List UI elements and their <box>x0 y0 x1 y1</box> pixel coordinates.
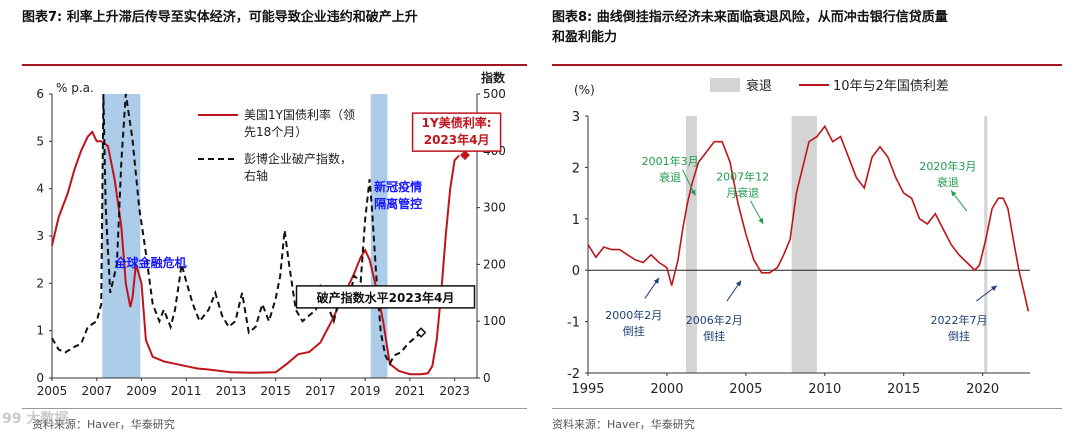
y-axis-label: (%) <box>574 83 595 97</box>
legend-label-recession: 衰退 <box>746 78 772 94</box>
arrow-2020-head <box>951 190 957 197</box>
right-title-rule <box>552 64 1062 66</box>
annotation-rate-1: 1Y美债利率: <box>422 115 492 130</box>
right-chart-title: 图表8: 曲线倒挂指示经济未来面临衰退风险，从而冲击银行信贷质量 和盈利能力 <box>552 8 948 48</box>
left-source: 资料来源：Haver，华泰研究 <box>32 418 175 431</box>
bankruptcy-end-marker <box>415 327 427 338</box>
watermark: 99 大数据 <box>2 411 69 427</box>
annotation-gfc: 全球金融危机 <box>114 255 187 270</box>
left-ytick-label: 4 <box>36 182 44 196</box>
xtick-label: 2011 <box>171 384 202 398</box>
arrow-2022-inversion-head <box>990 285 997 291</box>
right-title-line1: 图表8: 曲线倒挂指示经济未来面临衰退风险，从而冲击银行信贷质量 <box>552 10 948 25</box>
left-source-rule <box>22 408 527 409</box>
xtick-label: 2013 <box>216 384 247 398</box>
right-ytick-label: 0 <box>483 371 491 385</box>
legend-label-rate-1: 美国1Y国债利率（领 <box>244 107 355 122</box>
annotation-bankruptcy-box <box>295 285 476 309</box>
legend-label-bankruptcy-1: 彭博企业破产指数， <box>244 151 352 166</box>
left-ytick-label: 2 <box>36 276 44 290</box>
right-ytick-label: 300 <box>483 201 506 215</box>
annotation-1-line1: 2007年12 <box>716 169 769 183</box>
right-chart: 衰退 10年与2年国债利差 (%) -2 -1 0 1 2 3 1995 2000 2005 2010 2… <box>567 78 1030 397</box>
annotation-covid-2: 隔离管控 <box>374 196 422 211</box>
left-chart-title: 图表7: 利率上升滞后传导至实体经济，可能导致企业违约和破产上升 <box>22 10 418 25</box>
right-axis-label: 指数 <box>481 70 506 85</box>
xtick-label: 2015 <box>887 382 920 397</box>
xtick-label: 2021 <box>395 384 426 398</box>
ytick-label: 1 <box>572 213 580 228</box>
annotation-3-line2: 倒挂 <box>623 324 645 338</box>
rate-end-marker <box>460 150 470 161</box>
left-ytick-label: 1 <box>36 324 44 338</box>
arrow-2006-inversion-head <box>735 280 742 287</box>
annotation-4-line1: 2006年2月 <box>686 313 743 327</box>
annotation-2-line2: 衰退 <box>937 175 959 189</box>
annotation-rate-box <box>411 112 502 152</box>
xtick-label: 2010 <box>808 382 841 397</box>
right-ytick-label: 500 <box>483 87 506 101</box>
xtick-label: 2005 <box>37 384 68 398</box>
ytick-label: 2 <box>572 161 580 176</box>
right-source-rule <box>552 408 1062 409</box>
ytick-label: -2 <box>567 367 580 382</box>
xtick-label: 2015 <box>260 384 291 398</box>
legend-label-spread: 10年与2年国债利差 <box>833 79 949 94</box>
annotation-covid-1: 新冠疫情 <box>374 179 422 194</box>
series-line-1 <box>51 93 422 366</box>
arrow-2000-inversion-head <box>653 277 660 284</box>
spread-line <box>587 124 1030 312</box>
xtick-label: 2000 <box>650 382 683 397</box>
right-title-line2: 和盈利能力 <box>552 30 618 45</box>
annotation-4-line2: 倒挂 <box>703 329 725 343</box>
annotation-0-line2: 衰退 <box>659 170 681 184</box>
annotation-5-line2: 倒挂 <box>948 329 970 343</box>
annotation-0-line1: 2001年3月 <box>642 154 699 168</box>
left-ytick-label: 6 <box>36 87 44 101</box>
annotation-1-line2: 月衰退 <box>726 185 759 199</box>
right-source: 资料来源：Haver，华泰研究 <box>552 418 695 431</box>
right-ytick-label: 100 <box>483 314 506 328</box>
legend-label-bankruptcy-2: 右轴 <box>244 168 268 183</box>
annotation-rate-2: 2023年4月 <box>424 132 490 147</box>
ytick-label: 3 <box>572 110 580 125</box>
xtick-label: 2020 <box>966 382 999 397</box>
left-chart: % p.a.指数01234560100200300400500200520072… <box>36 70 506 398</box>
annotation-3-line1: 2000年2月 <box>605 308 662 322</box>
arrow-2007-head <box>758 217 764 224</box>
annotation-bankruptcy: 破产指数水平2023年4月 <box>317 290 455 305</box>
legend-label-rate-2: 先18个月） <box>244 125 307 139</box>
xtick-label: 2007 <box>81 384 112 398</box>
annotation-2-line1: 2020年3月 <box>919 159 976 173</box>
left-ytick-label: 5 <box>36 134 44 148</box>
legend-swatch-recession <box>710 78 740 92</box>
xtick-label: 2009 <box>126 384 157 398</box>
annotation-5-line1: 2022年7月 <box>930 313 987 327</box>
xtick-label: 2019 <box>350 384 381 398</box>
left-title-rule <box>22 64 527 66</box>
recession-band-0 <box>685 116 697 373</box>
ytick-label: 0 <box>572 264 580 279</box>
xtick-label: 2005 <box>729 382 762 397</box>
right-ytick-label: 200 <box>483 257 506 271</box>
right-panel: 图表8: 曲线倒挂指示经济未来面临衰退风险，从而冲击银行信贷质量 和盈利能力 衰… <box>552 0 1072 441</box>
left-panel: 图表7: 利率上升滞后传导至实体经济，可能导致企业违约和破产上升 % p.a. 指… <box>2 0 532 441</box>
xtick-label: 2023 <box>439 384 470 398</box>
left-ytick-label: 3 <box>36 229 44 243</box>
left-ytick-label: 0 <box>36 371 44 385</box>
recession-band-1 <box>791 116 817 373</box>
recession-band-2 <box>984 116 988 373</box>
xtick-label: 1995 <box>571 382 604 397</box>
xtick-label: 2017 <box>305 384 336 398</box>
left-axis-label: % p.a. <box>56 81 94 95</box>
ytick-label: -1 <box>567 316 580 331</box>
arrow-2001-head <box>690 189 696 196</box>
